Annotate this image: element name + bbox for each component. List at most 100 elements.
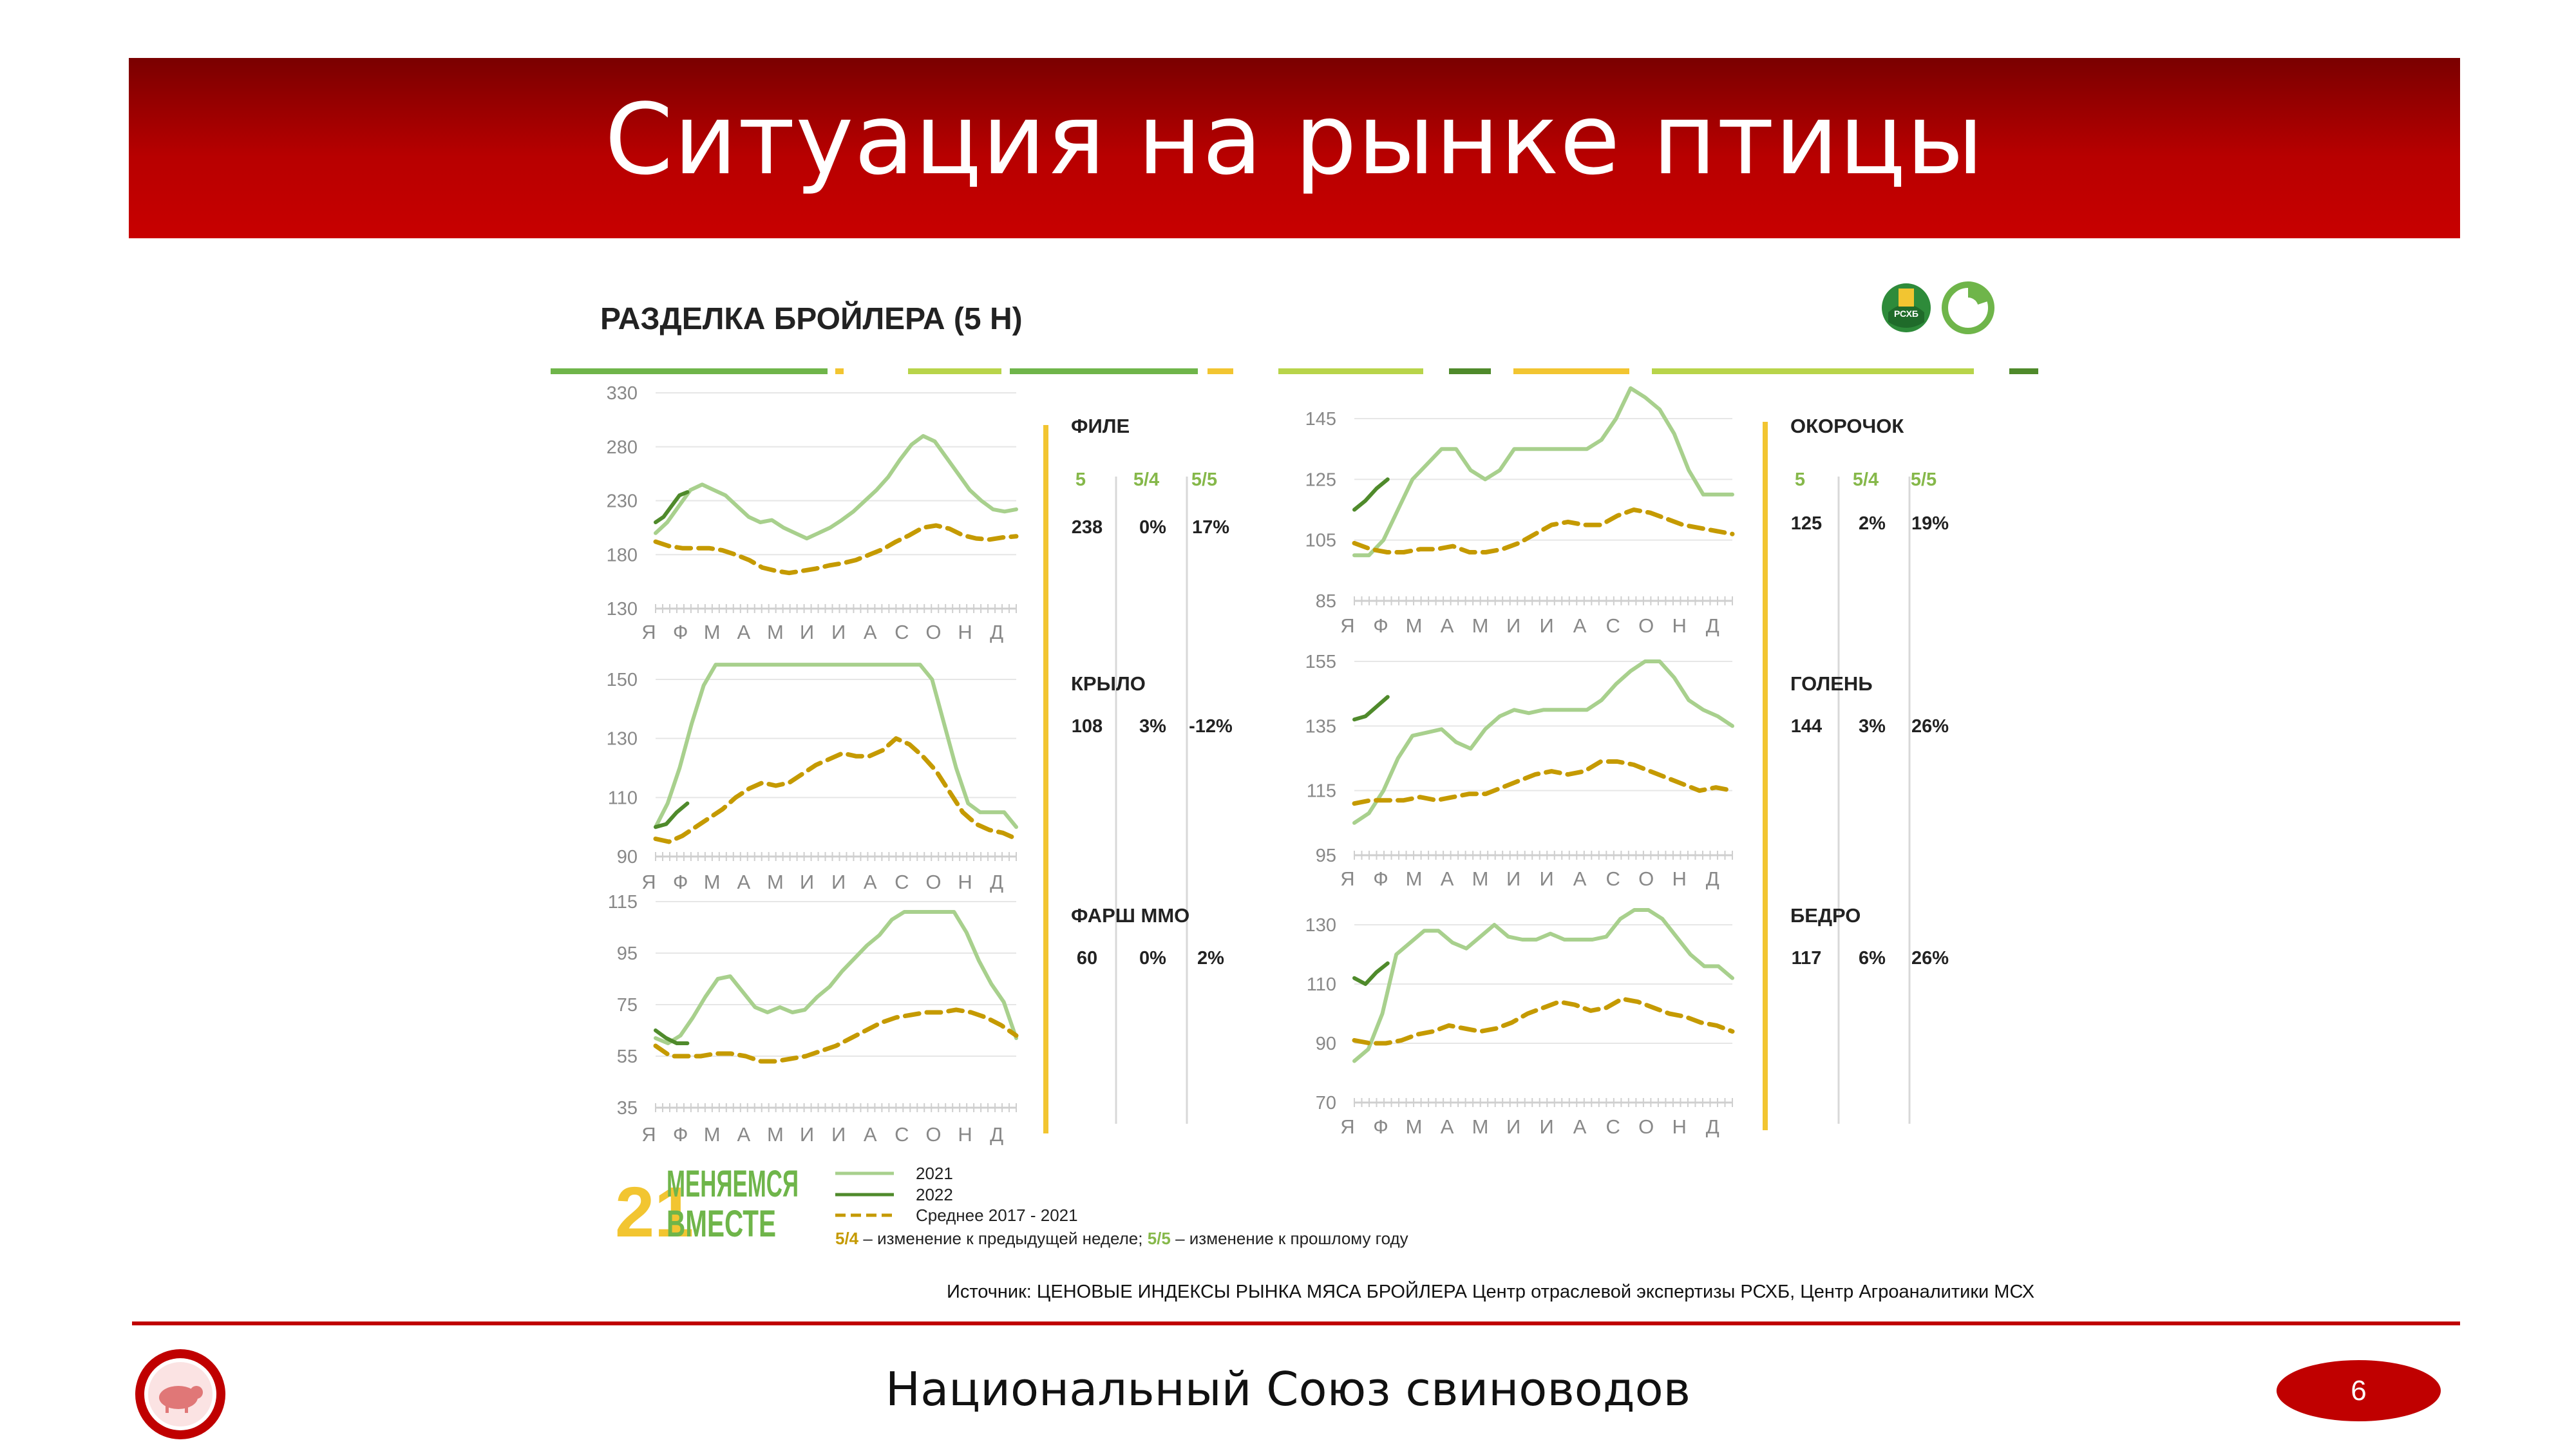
value-wow: 0% xyxy=(1139,948,1166,969)
legend-note-part: – изменение к предыдущей неделе; xyxy=(858,1229,1148,1248)
month-label: А xyxy=(1441,614,1455,637)
footer-divider xyxy=(132,1321,2460,1325)
section-subtitle: РАЗДЕЛКА БРОЙЛЕРА (5 Н) xyxy=(600,302,1023,336)
month-label: С xyxy=(895,1123,909,1146)
brand-number: 21 xyxy=(615,1173,694,1252)
month-label: И xyxy=(800,1123,815,1146)
y-tick-label: 130 xyxy=(1305,915,1336,936)
y-tick-label: 130 xyxy=(607,599,638,620)
month-label: О xyxy=(1638,614,1654,637)
month-label: И xyxy=(1506,614,1521,637)
top-bar-segment xyxy=(908,368,1001,374)
series-line-2022 xyxy=(1352,477,1390,512)
value-current: 125 xyxy=(1791,513,1822,534)
top-bar-segment xyxy=(1278,368,1423,374)
product-name: КРЫЛО xyxy=(1071,672,1146,695)
month-label: А xyxy=(864,1123,878,1146)
series-line-2021 xyxy=(1352,386,1734,558)
stats-table: КРЫЛО 108 3% -12% xyxy=(1071,672,1233,737)
y-tick-label: 95 xyxy=(1316,846,1336,866)
month-label: Ф xyxy=(673,871,689,893)
month-label: М xyxy=(767,621,784,643)
month-label: М xyxy=(704,871,721,893)
series-line-2021 xyxy=(654,910,1018,1045)
value-current: 60 xyxy=(1077,948,1097,969)
value-yoy: 2% xyxy=(1197,948,1224,969)
y-tick-label: 95 xyxy=(617,943,638,964)
legend-label: Среднее 2017 - 2021 xyxy=(916,1206,1078,1225)
product-name: ГОЛЕНЬ xyxy=(1790,672,1873,695)
org-logo-icon xyxy=(135,1349,225,1439)
agroanalytics-logo-icon xyxy=(1942,281,1994,334)
month-label: С xyxy=(1605,867,1620,890)
month-label: М xyxy=(767,871,784,893)
partner-logos: РСХБ xyxy=(1882,281,1994,334)
month-label: И xyxy=(831,1123,846,1146)
yellow-divider-left xyxy=(1043,425,1048,1133)
month-label: Ф xyxy=(1373,867,1389,890)
product-name: ФАРШ ММО xyxy=(1071,904,1189,927)
y-tick-label: 150 xyxy=(607,670,638,690)
month-label: А xyxy=(1441,1115,1455,1138)
series-line-2021 xyxy=(1352,659,1734,825)
series-line-2022 xyxy=(654,801,690,829)
value-yoy: 17% xyxy=(1192,517,1229,538)
month-label: Ф xyxy=(673,1123,689,1146)
month-label: М xyxy=(1406,867,1423,890)
value-current: 108 xyxy=(1072,716,1103,737)
y-tick-label: 110 xyxy=(608,788,638,808)
column-header: 5/4 xyxy=(1853,469,1879,490)
y-tick-label: 110 xyxy=(1307,974,1336,995)
month-label: Н xyxy=(958,1123,972,1146)
value-yoy: 19% xyxy=(1911,513,1949,534)
y-tick-label: 155 xyxy=(1305,652,1336,672)
month-label: Н xyxy=(958,621,972,643)
legend-note-part: 5/5 xyxy=(1148,1229,1171,1248)
series-line-average xyxy=(1352,507,1735,554)
month-label: М xyxy=(1472,1115,1490,1138)
page-number-badge: 6 xyxy=(2277,1360,2441,1421)
month-label: Д xyxy=(990,871,1004,893)
month-label: И xyxy=(1539,867,1554,890)
top-bar-segment xyxy=(1010,368,1198,374)
top-bar-segment xyxy=(1449,368,1491,374)
month-label: С xyxy=(1605,1115,1620,1138)
series-line-average xyxy=(1352,996,1735,1046)
y-tick-label: 75 xyxy=(617,995,638,1016)
month-label: Д xyxy=(990,1123,1004,1146)
column-header: 5/5 xyxy=(1911,469,1937,490)
month-label: И xyxy=(1506,867,1521,890)
top-bar-segment xyxy=(2009,368,2038,374)
series-line-average xyxy=(653,736,1019,844)
month-label: М xyxy=(704,621,721,643)
column-header: 5/4 xyxy=(1133,469,1159,490)
month-label: Н xyxy=(958,871,972,893)
month-label: И xyxy=(831,871,846,893)
column-header: 5 xyxy=(1075,469,1086,490)
y-tick-label: 90 xyxy=(617,847,638,867)
month-label: Д xyxy=(1706,614,1720,637)
month-label: Ф xyxy=(1373,1115,1389,1138)
y-tick-label: 180 xyxy=(607,545,638,565)
footer-org-name: Национальный Союз свиноводов xyxy=(885,1362,1691,1416)
y-tick-label: 125 xyxy=(1305,469,1336,490)
y-tick-label: 145 xyxy=(1305,409,1336,430)
stats-table: ФИЛЕ 5 5/4 5/5 238 0% 17% xyxy=(1071,415,1229,538)
y-tick-label: 55 xyxy=(617,1046,638,1067)
month-label: Я xyxy=(1340,614,1355,637)
month-label: М xyxy=(1472,614,1490,637)
y-tick-label: 70 xyxy=(1316,1093,1336,1113)
value-yoy: -12% xyxy=(1189,716,1233,737)
month-label: А xyxy=(737,871,751,893)
title-bar: Ситуация на рынке птицы xyxy=(129,58,2460,238)
month-label: М xyxy=(1472,867,1490,890)
decorative-top-bars xyxy=(551,368,2038,374)
month-label: Н xyxy=(1672,867,1687,890)
top-bar-segment xyxy=(1513,368,1629,374)
